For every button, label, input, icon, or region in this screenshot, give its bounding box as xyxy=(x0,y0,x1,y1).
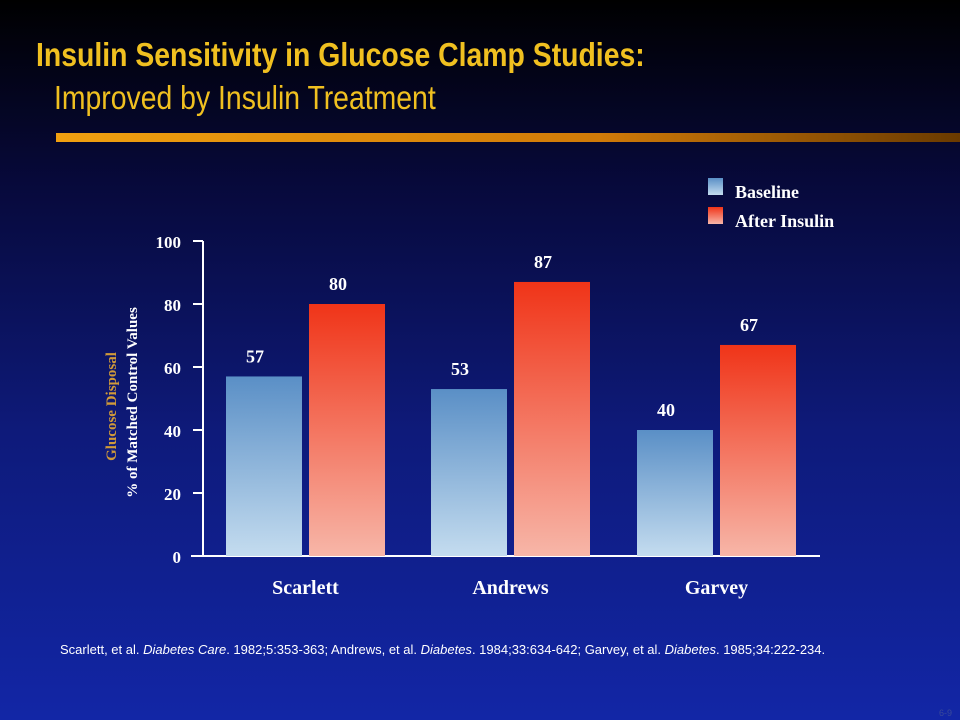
legend-label-baseline: Baseline xyxy=(735,182,799,202)
slide-number: 6-9 xyxy=(938,708,952,718)
data-label: 67 xyxy=(740,315,758,335)
y-tick-label: 60 xyxy=(164,359,181,378)
citation-text: Scarlett, et al. xyxy=(60,642,144,657)
journal-name: Diabetes xyxy=(664,642,716,657)
y-tick-label: 20 xyxy=(164,485,181,504)
journal-name: Diabetes xyxy=(420,642,472,657)
x-category-label: Andrews xyxy=(472,577,549,599)
bar-baseline-scarlett xyxy=(226,376,302,556)
citation-text: . 1984;33:634-642; Garvey, et al. xyxy=(471,642,665,657)
bar-baseline-garvey xyxy=(637,430,713,556)
y-tick-label: 100 xyxy=(156,233,182,252)
data-label: 40 xyxy=(657,400,675,420)
bar-insulin-garvey xyxy=(720,344,796,556)
bar-insulin-scarlett xyxy=(309,304,385,556)
slide-title: Insulin Sensitivity in Glucose Clamp Stu… xyxy=(36,36,645,73)
data-label: 87 xyxy=(534,252,552,272)
data-label: 80 xyxy=(329,274,347,294)
y-axis-subtitle: % of Matched Control Values xyxy=(125,307,141,498)
data-label: 53 xyxy=(451,359,469,379)
legend-label-after-insulin: After Insulin xyxy=(735,211,834,231)
y-tick-label: 80 xyxy=(164,296,181,315)
x-category-label: Scarlett xyxy=(272,577,339,599)
y-tick-label: 40 xyxy=(164,422,181,441)
x-category-label: Garvey xyxy=(685,577,748,599)
legend-swatch-baseline xyxy=(708,178,723,195)
y-axis-title: Glucose Disposal xyxy=(104,352,120,461)
citation: Scarlett, et al. Diabetes Care. 1982;5:3… xyxy=(60,641,900,659)
journal-name: Diabetes Care xyxy=(143,642,227,657)
title-underline xyxy=(56,133,960,142)
y-tick-label: 0 xyxy=(173,548,182,567)
citation-text: . 1982;5:353-363; Andrews, et al. xyxy=(226,642,421,657)
data-label: 57 xyxy=(246,346,264,366)
legend-swatch-after-insulin xyxy=(708,207,723,224)
bar-baseline-andrews xyxy=(431,389,507,556)
citation-text: . 1985;34:222-234. xyxy=(715,642,826,657)
bar-insulin-andrews xyxy=(514,281,590,556)
slide-subtitle: Improved by Insulin Treatment xyxy=(54,79,436,116)
